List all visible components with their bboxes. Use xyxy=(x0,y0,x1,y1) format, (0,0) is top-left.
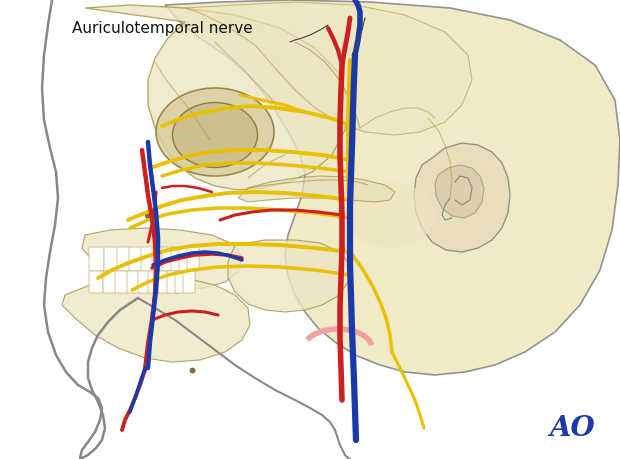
Polygon shape xyxy=(435,165,484,218)
FancyBboxPatch shape xyxy=(129,247,142,271)
FancyBboxPatch shape xyxy=(175,271,187,293)
FancyBboxPatch shape xyxy=(187,247,199,271)
Polygon shape xyxy=(238,176,395,202)
FancyBboxPatch shape xyxy=(148,271,160,293)
Ellipse shape xyxy=(172,102,257,168)
Text: Auriculotemporal nerve: Auriculotemporal nerve xyxy=(72,21,253,35)
Ellipse shape xyxy=(345,183,435,247)
Text: AO: AO xyxy=(549,414,595,442)
FancyBboxPatch shape xyxy=(141,247,153,271)
Polygon shape xyxy=(185,2,472,135)
FancyBboxPatch shape xyxy=(115,271,128,293)
FancyBboxPatch shape xyxy=(89,247,104,271)
Polygon shape xyxy=(228,240,350,312)
FancyBboxPatch shape xyxy=(152,247,164,271)
FancyBboxPatch shape xyxy=(138,271,150,293)
FancyBboxPatch shape xyxy=(89,271,103,293)
Ellipse shape xyxy=(156,88,274,176)
FancyBboxPatch shape xyxy=(104,247,118,271)
FancyBboxPatch shape xyxy=(117,247,130,271)
FancyBboxPatch shape xyxy=(171,247,183,271)
FancyBboxPatch shape xyxy=(103,271,116,293)
Polygon shape xyxy=(82,228,242,290)
Polygon shape xyxy=(85,5,348,190)
FancyBboxPatch shape xyxy=(158,271,170,293)
Polygon shape xyxy=(165,0,620,375)
FancyBboxPatch shape xyxy=(127,271,139,293)
FancyBboxPatch shape xyxy=(183,271,195,293)
FancyBboxPatch shape xyxy=(179,247,191,271)
FancyBboxPatch shape xyxy=(167,271,179,293)
Polygon shape xyxy=(414,143,510,252)
FancyBboxPatch shape xyxy=(162,247,174,271)
Polygon shape xyxy=(62,275,250,362)
